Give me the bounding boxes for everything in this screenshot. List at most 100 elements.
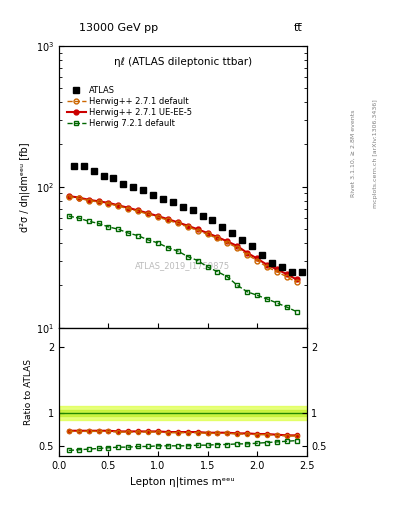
Line: Herwig 7.2.1 default: Herwig 7.2.1 default (66, 214, 299, 314)
Herwig++ 2.7.1 UE-EE-5 (185, 223, 190, 229)
Text: tt̅: tt̅ (294, 23, 303, 33)
Herwig++ 2.7.1 UE-EE-5 (195, 226, 200, 232)
Herwig++ 2.7.1 default (136, 208, 141, 215)
ATLAS (111, 175, 116, 181)
Herwig 7.2.1 default (235, 282, 240, 288)
Herwig 7.2.1 default (195, 258, 200, 264)
Herwig++ 2.7.1 default (146, 211, 151, 217)
Herwig++ 2.7.1 default (274, 269, 279, 275)
Herwig 7.2.1 default (225, 274, 230, 280)
ATLAS (270, 260, 274, 266)
Herwig++ 2.7.1 default (285, 274, 289, 280)
Herwig 7.2.1 default (274, 300, 279, 306)
ATLAS (72, 163, 76, 169)
Herwig++ 2.7.1 UE-EE-5 (274, 266, 279, 272)
Herwig++ 2.7.1 default (175, 220, 180, 226)
Herwig++ 2.7.1 default (215, 236, 220, 242)
ATLAS (141, 187, 145, 193)
Herwig 7.2.1 default (264, 296, 269, 302)
Line: Herwig++ 2.7.1 default: Herwig++ 2.7.1 default (66, 195, 299, 285)
Herwig++ 2.7.1 UE-EE-5 (76, 195, 81, 201)
ATLAS (180, 204, 185, 210)
ATLAS (240, 237, 244, 243)
Herwig++ 2.7.1 UE-EE-5 (136, 207, 141, 214)
ATLAS (81, 163, 86, 169)
Herwig++ 2.7.1 UE-EE-5 (245, 250, 250, 256)
Herwig 7.2.1 default (255, 292, 259, 298)
Herwig++ 2.7.1 default (86, 198, 91, 204)
Text: ATLAS_2019_I1759875: ATLAS_2019_I1759875 (135, 261, 230, 270)
ATLAS (260, 251, 264, 258)
Herwig++ 2.7.1 default (116, 203, 121, 209)
Text: mcplots.cern.ch [arXiv:1306.3436]: mcplots.cern.ch [arXiv:1306.3436] (373, 99, 378, 208)
Herwig++ 2.7.1 default (294, 279, 299, 285)
Herwig 7.2.1 default (116, 226, 121, 232)
ATLAS (101, 173, 106, 179)
Herwig++ 2.7.1 default (106, 201, 111, 207)
ATLAS (220, 224, 225, 230)
Herwig++ 2.7.1 UE-EE-5 (116, 202, 121, 208)
Line: Herwig++ 2.7.1 UE-EE-5: Herwig++ 2.7.1 UE-EE-5 (66, 194, 299, 282)
Herwig++ 2.7.1 default (185, 224, 190, 230)
ATLAS (151, 193, 155, 199)
Herwig 7.2.1 default (66, 213, 71, 219)
Herwig 7.2.1 default (294, 309, 299, 315)
Herwig 7.2.1 default (76, 215, 81, 221)
Y-axis label: d²σ / dη|dmᵉᵉᵘ [fb]: d²σ / dη|dmᵉᵉᵘ [fb] (20, 142, 30, 232)
Herwig 7.2.1 default (146, 237, 151, 243)
Herwig 7.2.1 default (185, 253, 190, 260)
X-axis label: Lepton η|times mᵉᵉᵘ: Lepton η|times mᵉᵉᵘ (130, 476, 235, 486)
Bar (59, 410, 307, 416)
ATLAS (161, 196, 165, 202)
Herwig 7.2.1 default (175, 248, 180, 254)
Herwig++ 2.7.1 default (245, 251, 250, 258)
Herwig++ 2.7.1 UE-EE-5 (146, 210, 151, 216)
Herwig++ 2.7.1 default (126, 206, 130, 212)
Herwig++ 2.7.1 default (235, 245, 240, 251)
Herwig++ 2.7.1 UE-EE-5 (225, 238, 230, 244)
ATLAS (131, 184, 136, 190)
Bar (59, 407, 307, 419)
Herwig++ 2.7.1 default (96, 199, 101, 205)
ATLAS (171, 199, 175, 205)
Herwig 7.2.1 default (106, 224, 111, 230)
Herwig++ 2.7.1 UE-EE-5 (205, 230, 210, 236)
Herwig++ 2.7.1 default (255, 258, 259, 264)
Legend: ATLAS, Herwig++ 2.7.1 default, Herwig++ 2.7.1 UE-EE-5, Herwig 7.2.1 default: ATLAS, Herwig++ 2.7.1 default, Herwig++ … (66, 84, 194, 130)
Herwig++ 2.7.1 UE-EE-5 (96, 198, 101, 204)
Herwig++ 2.7.1 UE-EE-5 (235, 243, 240, 249)
Herwig++ 2.7.1 default (66, 194, 71, 200)
ATLAS (250, 243, 254, 249)
Herwig 7.2.1 default (215, 269, 220, 275)
Text: 13000 GeV pp: 13000 GeV pp (79, 23, 158, 33)
Text: ηℓ (ATLAS dileptonic ttbar): ηℓ (ATLAS dileptonic ttbar) (114, 57, 252, 68)
Herwig 7.2.1 default (86, 218, 91, 224)
Herwig++ 2.7.1 default (165, 217, 170, 223)
Herwig++ 2.7.1 default (156, 214, 160, 220)
Y-axis label: Ratio to ATLAS: Ratio to ATLAS (24, 359, 33, 424)
Herwig++ 2.7.1 UE-EE-5 (106, 200, 111, 206)
Herwig++ 2.7.1 UE-EE-5 (86, 197, 91, 203)
Line: ATLAS: ATLAS (70, 163, 305, 275)
Herwig 7.2.1 default (96, 220, 101, 226)
Herwig 7.2.1 default (285, 304, 289, 310)
Herwig++ 2.7.1 UE-EE-5 (285, 271, 289, 277)
ATLAS (190, 207, 195, 214)
ATLAS (210, 217, 215, 223)
Herwig 7.2.1 default (156, 240, 160, 246)
Herwig++ 2.7.1 UE-EE-5 (165, 216, 170, 222)
ATLAS (200, 213, 205, 219)
Herwig++ 2.7.1 UE-EE-5 (66, 193, 71, 199)
Herwig 7.2.1 default (136, 232, 141, 239)
Herwig++ 2.7.1 UE-EE-5 (175, 219, 180, 225)
ATLAS (289, 269, 294, 275)
ATLAS (299, 269, 304, 275)
Text: Rivet 3.1.10, ≥ 2.8M events: Rivet 3.1.10, ≥ 2.8M events (351, 110, 356, 197)
Herwig 7.2.1 default (165, 245, 170, 251)
ATLAS (279, 264, 284, 270)
Herwig++ 2.7.1 default (264, 264, 269, 270)
Herwig++ 2.7.1 UE-EE-5 (215, 234, 220, 240)
ATLAS (91, 168, 96, 174)
Herwig++ 2.7.1 UE-EE-5 (255, 255, 259, 262)
Herwig++ 2.7.1 UE-EE-5 (294, 276, 299, 283)
